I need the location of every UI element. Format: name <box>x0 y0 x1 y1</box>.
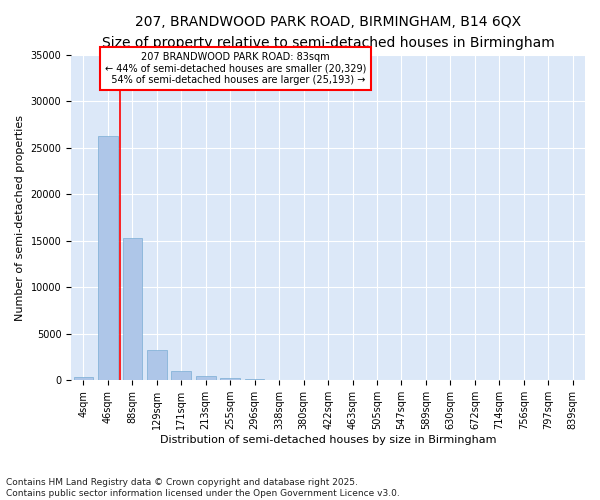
Bar <box>147 350 167 380</box>
Bar <box>172 371 191 380</box>
Text: Contains HM Land Registry data © Crown copyright and database right 2025.
Contai: Contains HM Land Registry data © Crown c… <box>6 478 400 498</box>
Bar <box>220 378 240 380</box>
Y-axis label: Number of semi-detached properties: Number of semi-detached properties <box>15 114 25 320</box>
Bar <box>74 376 93 380</box>
Bar <box>98 136 118 380</box>
Text: 207 BRANDWOOD PARK ROAD: 83sqm
← 44% of semi-detached houses are smaller (20,329: 207 BRANDWOOD PARK ROAD: 83sqm ← 44% of … <box>105 52 366 85</box>
X-axis label: Distribution of semi-detached houses by size in Birmingham: Distribution of semi-detached houses by … <box>160 435 496 445</box>
Bar <box>122 238 142 380</box>
Title: 207, BRANDWOOD PARK ROAD, BIRMINGHAM, B14 6QX
Size of property relative to semi-: 207, BRANDWOOD PARK ROAD, BIRMINGHAM, B1… <box>102 15 554 50</box>
Bar <box>196 376 215 380</box>
